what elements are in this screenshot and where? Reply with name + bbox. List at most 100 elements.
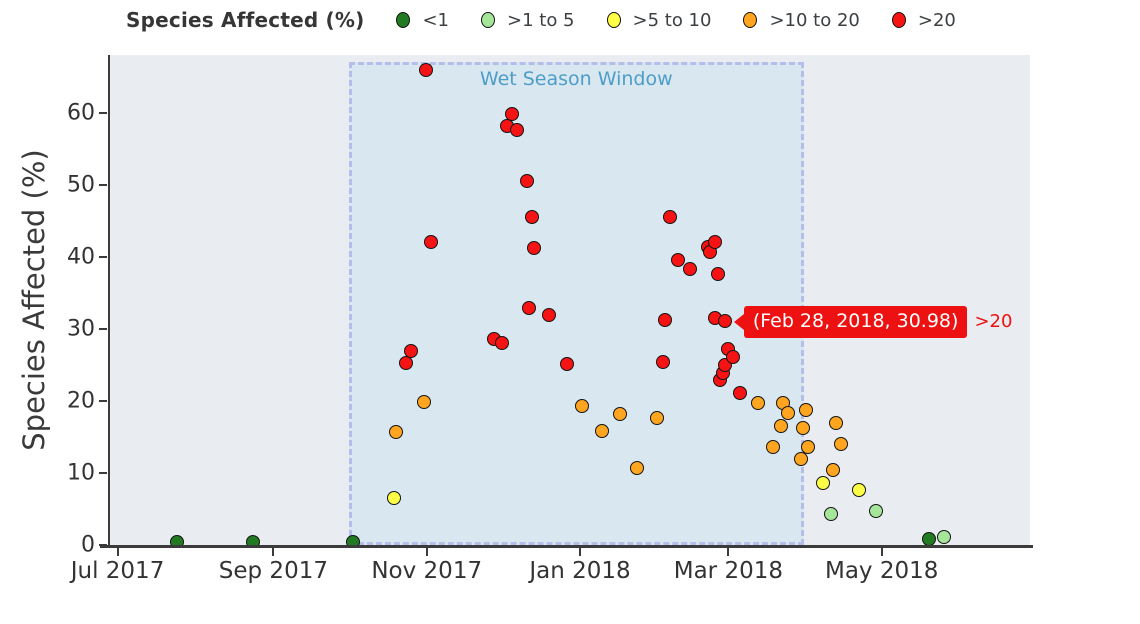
y-tick-label: 20	[67, 388, 95, 414]
data-point-lt1[interactable]	[245, 535, 260, 545]
legend-items: <1 >1 to 5 >5 to 10 >10 to 20 >20	[396, 9, 956, 31]
data-point-10to20[interactable]	[595, 424, 610, 439]
y-tick-label: 50	[67, 172, 95, 198]
data-point-lt1[interactable]	[170, 535, 185, 545]
x-tick-label: Sep 2017	[218, 558, 328, 584]
data-point-gt20[interactable]	[404, 343, 419, 358]
data-point-gt20[interactable]	[710, 267, 725, 282]
data-point-gt20[interactable]	[494, 335, 509, 350]
data-point-10to20[interactable]	[416, 394, 431, 409]
x-tick-mark	[880, 548, 883, 556]
data-point-gt20[interactable]	[524, 209, 539, 224]
data-point-gt20[interactable]	[718, 314, 733, 329]
data-point-10to20[interactable]	[751, 396, 766, 411]
data-point-10to20[interactable]	[828, 416, 843, 431]
data-point-gt20[interactable]	[559, 357, 574, 372]
data-point-10to20[interactable]	[630, 461, 645, 476]
data-point-1to5[interactable]	[869, 504, 884, 519]
y-tick-label: 60	[67, 100, 95, 126]
wet-season-window: Wet Season Window	[348, 62, 804, 545]
legend-item-label: >1 to 5	[507, 9, 575, 31]
data-point-gt20[interactable]	[527, 240, 542, 255]
data-point-10to20[interactable]	[781, 406, 796, 421]
y-tick-label: 0	[81, 532, 95, 558]
data-point-10to20[interactable]	[773, 418, 788, 433]
y-tick-mark	[99, 544, 107, 546]
legend-item-label: >20	[917, 9, 956, 31]
data-point-gt20[interactable]	[522, 301, 537, 316]
legend-item-1to5[interactable]: >1 to 5	[481, 10, 575, 31]
y-tick-label: 30	[67, 316, 95, 342]
x-tick-mark	[272, 548, 275, 556]
y-tick-mark	[99, 255, 107, 258]
data-point-gt20[interactable]	[658, 312, 673, 327]
x-tick-mark	[579, 548, 582, 556]
data-point-10to20[interactable]	[826, 463, 841, 478]
data-point-10to20[interactable]	[612, 407, 627, 422]
data-point-10to20[interactable]	[801, 440, 816, 455]
legend-marker-icon	[606, 12, 621, 28]
y-tick-mark	[99, 111, 107, 114]
data-point-gt20[interactable]	[424, 234, 439, 249]
y-tick-label: 10	[67, 460, 95, 486]
data-point-gt20[interactable]	[708, 234, 723, 249]
legend-item-lt1[interactable]: <1	[396, 10, 449, 31]
wet-season-window-label: Wet Season Window	[479, 68, 673, 90]
data-point-gt20[interactable]	[419, 62, 434, 77]
legend-item-5to10[interactable]: >5 to 10	[606, 9, 712, 31]
data-point-1to5[interactable]	[823, 506, 838, 521]
y-tick-mark	[99, 471, 107, 474]
data-point-gt20[interactable]	[683, 261, 698, 276]
data-point-gt20[interactable]	[519, 174, 534, 189]
x-tick-label: Jan 2018	[529, 558, 631, 584]
markers-layer	[110, 55, 1030, 545]
x-tick-mark	[425, 548, 428, 556]
data-point-10to20[interactable]	[389, 425, 404, 440]
data-point-10to20[interactable]	[575, 399, 590, 414]
x-tick-label: Jul 2017	[70, 558, 165, 584]
data-point-5to10[interactable]	[851, 483, 866, 498]
data-point-gt20[interactable]	[655, 355, 670, 370]
legend-marker-icon	[891, 12, 906, 28]
data-point-10to20[interactable]	[766, 440, 781, 455]
legend-item-label: >10 to 20	[769, 9, 860, 31]
data-point-10to20[interactable]	[833, 436, 848, 451]
y-tick-label: 40	[67, 244, 95, 270]
x-axis-line	[100, 545, 1033, 548]
data-point-gt20[interactable]	[542, 307, 557, 322]
data-point-5to10[interactable]	[816, 476, 831, 491]
x-tick-label: Mar 2018	[673, 558, 783, 584]
legend-marker-icon	[743, 12, 758, 28]
data-point-gt20[interactable]	[663, 209, 678, 224]
data-point-10to20[interactable]	[650, 411, 665, 426]
legend-item-label: <1	[422, 9, 449, 31]
legend-item-label: >5 to 10	[632, 9, 712, 31]
data-point-10to20[interactable]	[798, 403, 813, 418]
x-tick-label: Nov 2017	[371, 558, 483, 584]
data-point-gt20[interactable]	[509, 123, 524, 138]
x-tick-mark	[116, 548, 119, 556]
data-point-gt20[interactable]	[725, 350, 740, 365]
legend-item-gt20[interactable]: >20	[891, 9, 956, 31]
data-point-5to10[interactable]	[386, 490, 401, 505]
x-tick-label: May 2018	[824, 558, 939, 584]
y-tick-mark	[99, 399, 107, 402]
data-point-lt1[interactable]	[921, 531, 936, 545]
y-tick-mark	[99, 183, 107, 186]
data-point-1to5[interactable]	[937, 529, 952, 544]
data-point-gt20[interactable]	[399, 355, 414, 370]
y-axis-line	[107, 55, 110, 548]
data-point-gt20[interactable]	[504, 106, 519, 121]
data-point-gt20[interactable]	[733, 386, 748, 401]
data-point-10to20[interactable]	[793, 452, 808, 467]
data-point-10to20[interactable]	[796, 420, 811, 435]
legend: Species Affected (%) <1 >1 to 5 >5 to 10 >1…	[126, 4, 956, 36]
x-tick-mark	[727, 548, 730, 556]
data-point-gt20[interactable]	[670, 252, 685, 267]
y-tick-mark	[99, 327, 107, 330]
legend-item-10to20[interactable]: >10 to 20	[743, 9, 860, 31]
legend-marker-icon	[481, 12, 495, 28]
data-point-lt1[interactable]	[346, 535, 361, 545]
legend-title: Species Affected (%)	[126, 8, 365, 32]
